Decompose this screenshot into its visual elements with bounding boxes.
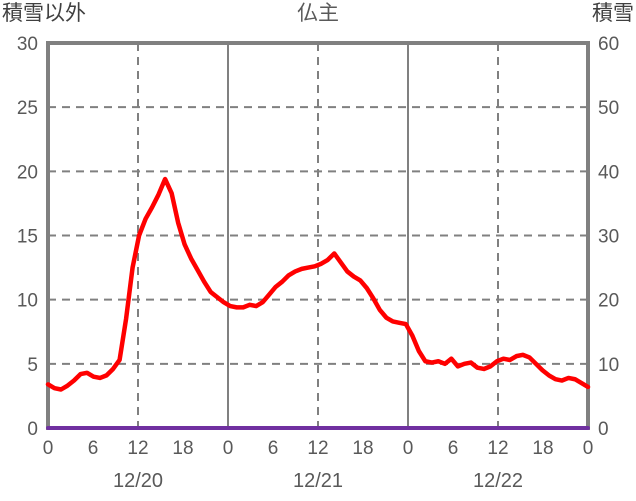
x-axis-labels: 0 6 12 18 0 6 12 18 0 6 12 18 0 [43, 438, 594, 459]
series-line-0 [45, 176, 591, 392]
data-series [45, 176, 591, 430]
y-axis-right-labels: 0 10 20 30 40 50 60 [598, 34, 619, 440]
y-tick-label-left: 15 [17, 227, 38, 248]
y-tick-label-left: 10 [17, 291, 38, 312]
x-tick-label: 12 [487, 438, 508, 459]
x-tick-label: 0 [403, 438, 414, 459]
y-tick-label-right: 20 [598, 291, 619, 312]
x-tick-label: 6 [448, 438, 459, 459]
x-tick-label: 12 [307, 438, 328, 459]
y-tick-label-left: 0 [27, 419, 38, 440]
y-tick-label-left: 30 [17, 34, 38, 55]
x-tick-label: 18 [352, 438, 373, 459]
y-tick-label-right: 50 [598, 98, 619, 119]
y-tick-label-right: 10 [598, 355, 619, 376]
x-axis-day-labels: 12/20 12/21 12/22 [113, 470, 523, 492]
right-axis-title: 積雪 [592, 2, 634, 25]
y-tick-label-right: 30 [598, 227, 619, 248]
x-tick-label: 0 [43, 438, 54, 459]
x-tick-label: 18 [172, 438, 193, 459]
x-day-label: 12/22 [473, 470, 523, 492]
x-tick-label: 12 [127, 438, 148, 459]
x-tick-label: 0 [583, 438, 594, 459]
chart-title: 仏主 [297, 2, 339, 25]
x-tick-label: 6 [268, 438, 279, 459]
y-tick-label-right: 40 [598, 162, 619, 183]
y-tick-label-left: 20 [17, 162, 38, 183]
y-tick-label-left: 5 [27, 355, 38, 376]
y-axis-left-labels: 0 5 10 15 20 25 30 [17, 34, 38, 440]
x-tick-label: 18 [532, 438, 553, 459]
y-tick-label-left: 25 [17, 98, 38, 119]
grid-lines [48, 43, 588, 428]
x-day-label: 12/20 [113, 470, 163, 492]
y-tick-label-right: 0 [598, 419, 609, 440]
left-axis-title: 積雪以外 [2, 2, 86, 25]
x-day-label: 12/21 [293, 470, 343, 492]
y-tick-label-right: 60 [598, 34, 619, 55]
x-tick-label: 0 [223, 438, 234, 459]
x-tick-label: 6 [88, 438, 99, 459]
